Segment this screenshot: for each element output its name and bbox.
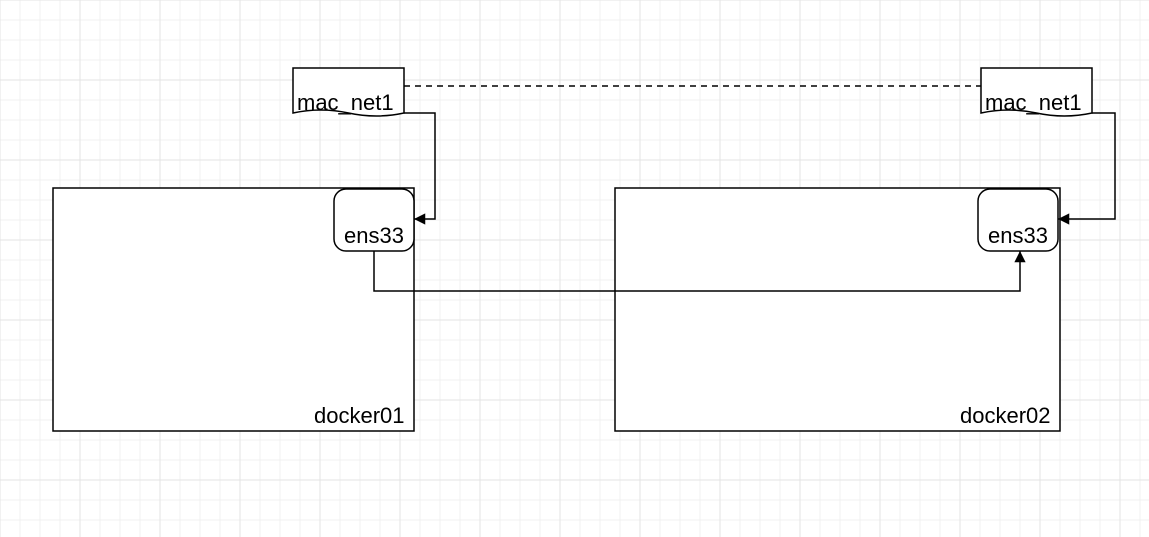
- node-label: docker02: [960, 405, 1051, 427]
- edge: [1058, 113, 1115, 219]
- node-label: docker01: [314, 405, 405, 427]
- shapes: [53, 68, 1092, 431]
- node-label: ens33: [988, 225, 1048, 247]
- node-label: mac_net1: [297, 92, 394, 114]
- node-label: mac_net1: [985, 92, 1082, 114]
- diagram-canvas: docker01 docker02 ens33 ens33 mac_net1 mac_ne…: [0, 0, 1149, 537]
- diagram-svg: [0, 0, 1149, 537]
- node-label: ens33: [344, 225, 404, 247]
